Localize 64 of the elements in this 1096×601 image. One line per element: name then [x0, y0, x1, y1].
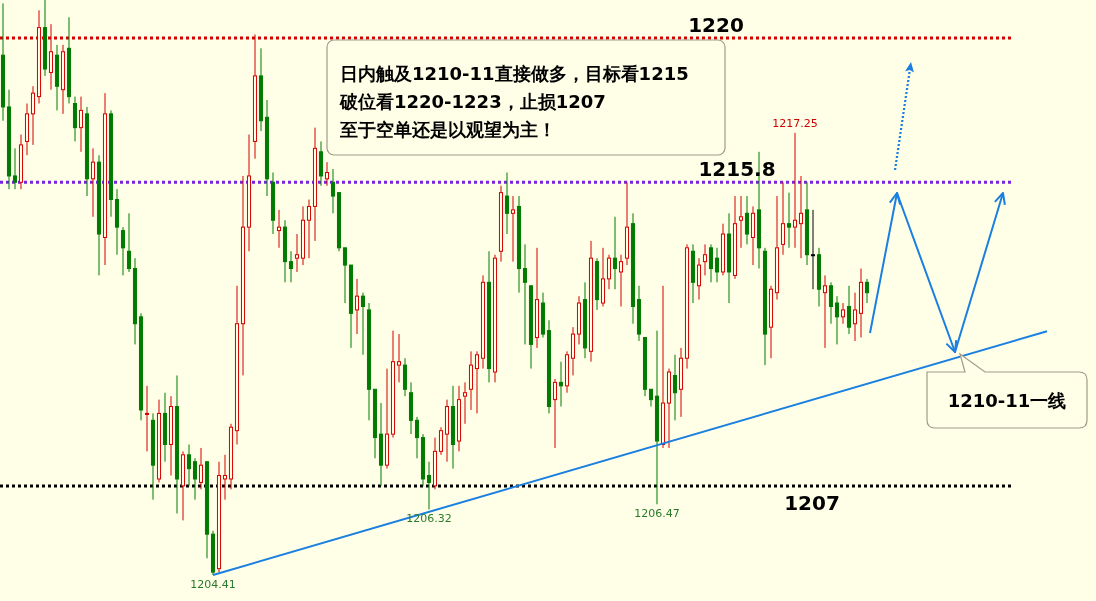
candlestick	[354, 278, 360, 335]
candlestick	[780, 181, 786, 256]
candlestick	[144, 385, 150, 452]
candlestick	[792, 132, 798, 249]
candlestick	[360, 292, 366, 356]
candlestick	[702, 243, 708, 276]
candlestick	[288, 250, 294, 283]
candlestick	[618, 254, 624, 307]
callout-box: 1210-11一线	[926, 353, 1088, 429]
candlestick	[672, 354, 678, 421]
candlestick	[612, 216, 618, 290]
candlestick	[462, 381, 468, 425]
candlestick	[714, 247, 720, 283]
candlestick	[438, 426, 444, 456]
candlestick	[90, 147, 96, 218]
candlestick	[852, 292, 858, 342]
candlestick	[198, 447, 204, 490]
candlestick	[864, 278, 870, 304]
candlestick	[426, 461, 432, 510]
annotation: 1215.8	[698, 157, 776, 182]
annotation: 1206.47	[634, 507, 680, 521]
candlestick	[222, 454, 228, 501]
annotation: 1204.41	[190, 578, 236, 591]
candlestick	[558, 361, 564, 408]
candlestick	[30, 85, 36, 146]
candlestick	[192, 457, 198, 501]
candlestick	[828, 281, 834, 325]
candlestick	[510, 195, 516, 263]
candlestick	[708, 243, 714, 283]
candlestick	[306, 199, 312, 259]
candlestick	[504, 172, 510, 235]
annotation: 1210-11一线	[947, 390, 1067, 411]
candlestick	[12, 147, 18, 190]
candlestick	[798, 175, 804, 259]
candlestick	[324, 161, 330, 187]
text-box: 日内触及1210-11直接做多，目标看1215 破位看1220-1223，止损1207 至于空单还是以观望为主！	[326, 39, 726, 156]
candlestick	[126, 212, 132, 273]
annotation: 1217.25	[772, 116, 818, 130]
candlestick	[744, 195, 750, 245]
annotation: 日内触及1210-11直接做多，目标看1215 破位看1220-1223，止损1207 至于空单还是以观望为主！	[339, 63, 689, 140]
candlestick	[840, 302, 846, 325]
candlestick	[552, 378, 558, 449]
candlestick	[414, 416, 420, 459]
candlestick	[342, 247, 348, 304]
candlestick	[846, 285, 852, 335]
candlestick	[120, 226, 126, 276]
annotation: 1220	[688, 12, 744, 37]
candlestick	[834, 295, 840, 345]
candlestick	[810, 209, 816, 290]
candlestick	[822, 274, 828, 349]
candlestick	[294, 233, 300, 273]
candlestick	[186, 443, 192, 487]
candlestick	[738, 195, 744, 249]
candlestick	[474, 350, 480, 414]
candlestick	[696, 257, 702, 301]
annotation: 1207	[784, 490, 840, 515]
candlestick	[786, 192, 792, 249]
candlestick	[396, 333, 402, 383]
candlestick	[522, 243, 528, 345]
candlestick	[78, 96, 84, 153]
candlestick	[330, 168, 336, 214]
annotation: 1206.32	[406, 512, 452, 526]
candlestick	[606, 254, 612, 290]
candlestick	[276, 209, 282, 249]
